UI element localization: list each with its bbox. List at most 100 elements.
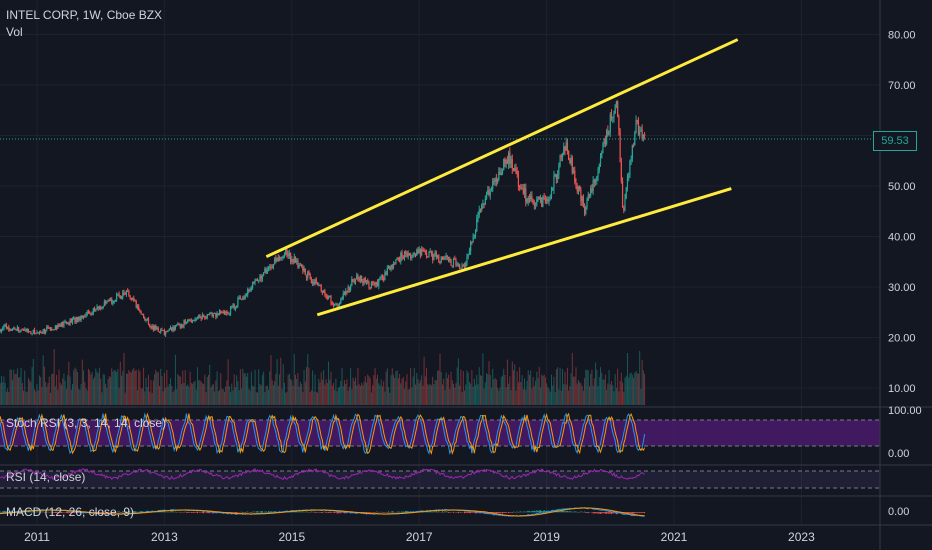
candle-body: [116, 294, 118, 300]
candle-body: [14, 327, 16, 330]
macd-histogram-bar: [633, 512, 635, 514]
volume-bar: [119, 361, 121, 405]
candle-body: [231, 306, 233, 308]
volume-bar: [80, 383, 82, 405]
candle-body: [119, 295, 121, 299]
macd-histogram-bar: [515, 512, 517, 513]
volume-bar: [196, 367, 198, 405]
candle-body: [577, 185, 580, 192]
volume-bar: [370, 392, 372, 405]
volume-bar: [563, 384, 565, 405]
macd-histogram-bar: [195, 512, 197, 513]
candle-body: [514, 167, 516, 172]
candle-body: [185, 322, 188, 324]
volume-bar: [484, 382, 486, 405]
candle-body: [390, 264, 392, 270]
candle-body: [57, 324, 59, 329]
candle-body: [62, 322, 64, 326]
volume-bar: [140, 388, 142, 405]
volume-bar: [54, 386, 56, 405]
volume-bar: [476, 375, 478, 405]
macd-histogram-bar: [140, 511, 142, 513]
candle-body: [112, 302, 114, 304]
volume-bar: [642, 370, 644, 405]
macd-histogram-bar: [368, 512, 370, 513]
volume-bar: [261, 374, 263, 405]
volume-bar: [132, 369, 134, 405]
candle-body: [247, 289, 249, 296]
macd-histogram-bar: [568, 511, 570, 513]
candle-body: [85, 314, 87, 318]
candle-body: [209, 313, 211, 315]
volume-bar: [564, 371, 566, 405]
candle-body: [565, 142, 567, 151]
volume-bar: [500, 377, 502, 405]
macd-histogram-bar: [34, 511, 36, 513]
volume-bar: [631, 374, 633, 405]
macd-histogram-bar: [580, 511, 582, 513]
volume-bar: [139, 371, 141, 405]
time-tick-label: 2023: [788, 530, 815, 544]
candle-body: [601, 152, 603, 159]
candle-body: [309, 273, 311, 280]
candle-body: [530, 195, 532, 200]
candle-body: [86, 311, 88, 315]
candle-body: [195, 318, 197, 320]
macd-histogram-bar: [249, 512, 251, 513]
macd-histogram-bar: [5, 511, 7, 513]
candle-body: [304, 268, 306, 275]
volume-bar: [154, 374, 156, 405]
macd-histogram-bar: [260, 511, 262, 513]
macd-histogram-bar: [433, 511, 435, 513]
volume-bar: [437, 370, 439, 405]
candle-body: [18, 327, 20, 332]
candle-body: [560, 155, 562, 158]
candle-body: [484, 198, 486, 204]
candle-body: [156, 328, 158, 330]
volume-bar: [575, 367, 577, 405]
volume-bar: [133, 367, 135, 405]
volume-bar: [286, 391, 288, 405]
macd-histogram-bar: [402, 511, 404, 513]
volume-bar: [467, 372, 469, 405]
macd-histogram-bar: [102, 512, 104, 513]
volume-bar: [298, 386, 300, 405]
macd-histogram-bar: [130, 511, 132, 513]
volume-bar: [70, 389, 72, 405]
candle-body: [471, 241, 473, 243]
candle-body: [423, 249, 425, 252]
macd-histogram-bar: [629, 512, 631, 513]
volume-bar: [58, 369, 60, 405]
candle-body: [554, 174, 556, 176]
macd-histogram-bar: [520, 511, 522, 513]
volume-bar: [487, 374, 489, 405]
volume-bar: [601, 372, 603, 405]
volume-bar: [499, 387, 501, 405]
candle-body: [205, 317, 207, 319]
macd-histogram-bar: [139, 511, 141, 513]
last-price-badge: 59.53: [873, 131, 917, 151]
volume-bar: [281, 388, 283, 405]
volume-bar: [271, 380, 273, 405]
candle-body: [400, 252, 402, 262]
candle-body: [463, 265, 466, 268]
candle-body: [303, 268, 305, 271]
volume-bar: [359, 386, 361, 405]
candle-body: [448, 256, 450, 262]
candle-body: [609, 114, 611, 132]
volume-bar: [72, 383, 74, 405]
candle-body: [183, 320, 185, 327]
volume-bar: [23, 390, 25, 405]
candle-body: [254, 279, 256, 283]
volume-bar: [279, 374, 281, 405]
volume-bar: [482, 353, 484, 405]
candle-body: [504, 159, 506, 164]
volume-bar: [495, 379, 497, 405]
pane-separators: [0, 406, 932, 526]
volume-bar: [43, 366, 45, 405]
volume-bar: [449, 389, 451, 405]
trendlines[interactable]: [265, 38, 739, 317]
candle-body: [624, 198, 626, 211]
candle-body: [358, 278, 360, 281]
